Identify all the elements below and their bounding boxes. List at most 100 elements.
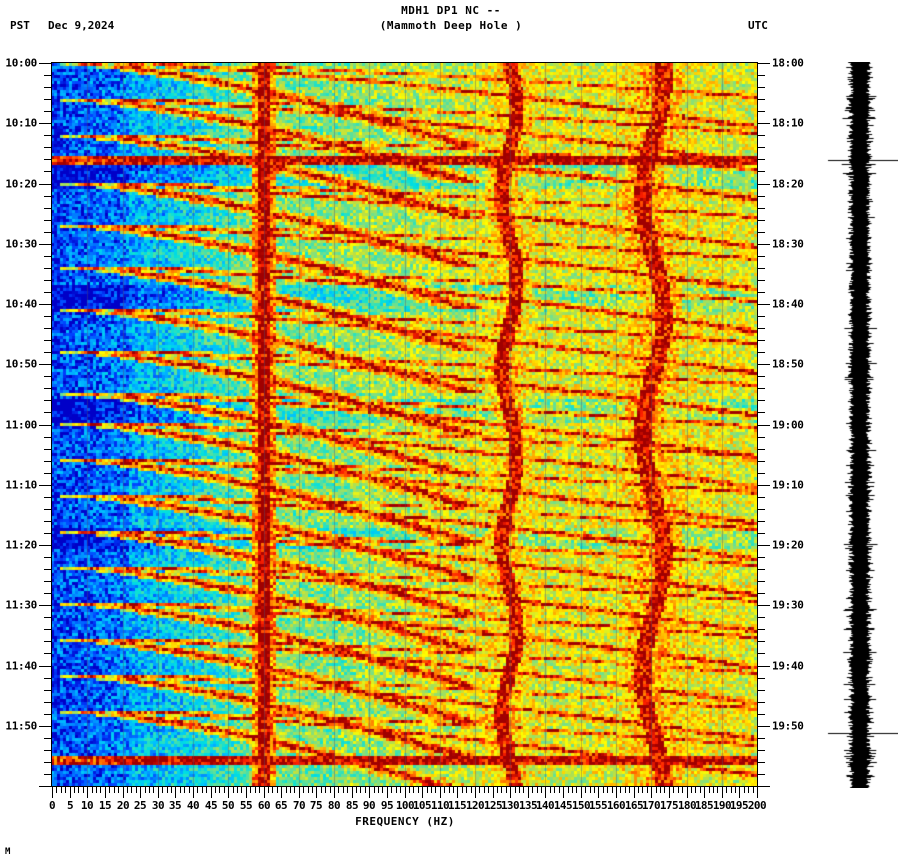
- right-axis-minor-tick: [758, 340, 765, 341]
- frequency-minor-tick: [590, 787, 591, 793]
- frequency-tick-label: 185: [694, 799, 714, 812]
- frequency-tick-label: 55: [239, 799, 253, 812]
- spectrogram-plot[interactable]: [51, 62, 758, 787]
- frequency-minor-tick: [550, 787, 551, 793]
- seismogram-trace-panel: [820, 62, 898, 788]
- right-axis-time-label: 19:00: [772, 418, 804, 432]
- left-axis-time-label: 11:50: [5, 719, 37, 733]
- right-axis-minor-tick: [758, 376, 765, 377]
- frequency-minor-tick: [717, 787, 718, 793]
- frequency-minor-tick: [167, 787, 168, 793]
- frequency-major-tick: [687, 787, 688, 798]
- left-axis-minor-tick: [44, 449, 51, 450]
- right-axis-minor-tick: [758, 268, 765, 269]
- frequency-tick-label: 200: [747, 799, 767, 812]
- right-axis-minor-tick: [758, 641, 765, 642]
- frequency-minor-tick: [541, 787, 542, 793]
- frequency-minor-tick: [118, 787, 119, 793]
- frequency-minor-tick: [647, 787, 648, 793]
- frequency-tick-label: 70: [292, 799, 306, 812]
- frequency-tick-label: 170: [641, 799, 661, 812]
- frequency-axis: FREQUENCY (HZ) 0 5 10 15 20 25 30 35 40 45 50 55 60 6…: [48, 787, 767, 833]
- right-axis-minor-tick: [758, 412, 765, 413]
- left-axis-minor-tick: [44, 316, 51, 317]
- right-axis-major-tick: [758, 605, 770, 606]
- left-axis-minor-tick: [44, 497, 51, 498]
- frequency-minor-tick: [325, 787, 326, 793]
- frequency-tick-label: 190: [712, 799, 732, 812]
- left-axis-minor-tick: [44, 75, 51, 76]
- frequency-minor-tick: [96, 787, 97, 793]
- left-axis-minor-tick: [44, 762, 51, 763]
- left-axis-minor-tick: [44, 220, 51, 221]
- left-axis-minor-tick: [44, 111, 51, 112]
- right-axis-minor-tick: [758, 581, 765, 582]
- left-axis-minor-tick: [44, 750, 51, 751]
- frequency-minor-tick: [78, 787, 79, 793]
- right-axis-minor-tick: [758, 702, 765, 703]
- left-axis-major-tick: [39, 666, 51, 667]
- right-axis-minor-tick: [758, 437, 765, 438]
- frequency-minor-tick: [391, 787, 392, 793]
- frequency-tick-label: 0: [48, 799, 56, 812]
- frequency-minor-tick: [145, 787, 146, 793]
- frequency-minor-tick: [202, 787, 203, 793]
- frequency-tick-label: 25: [133, 799, 147, 812]
- frequency-tick-label: 60: [257, 799, 271, 812]
- frequency-minor-tick: [224, 787, 225, 793]
- frequency-minor-tick: [250, 787, 251, 793]
- frequency-minor-tick: [466, 787, 467, 793]
- right-axis-minor-tick: [758, 449, 765, 450]
- frequency-minor-tick: [537, 787, 538, 793]
- frequency-minor-tick: [594, 787, 595, 793]
- left-axis-minor-tick: [44, 509, 51, 510]
- frequency-major-tick: [175, 787, 176, 798]
- frequency-tick-label: 120: [465, 799, 485, 812]
- right-axis-time-label: 18:40: [772, 297, 804, 311]
- frequency-major-tick: [475, 787, 476, 798]
- left-axis-minor-tick: [44, 521, 51, 522]
- frequency-major-tick: [669, 787, 670, 798]
- left-axis-minor-tick: [44, 232, 51, 233]
- right-axis-time-label: 19:10: [772, 478, 804, 492]
- frequency-tick-label: 35: [168, 799, 182, 812]
- left-axis-minor-tick: [44, 437, 51, 438]
- frequency-minor-tick: [642, 787, 643, 793]
- right-axis-major-tick: [758, 123, 770, 124]
- frequency-tick-label: 155: [588, 799, 608, 812]
- right-axis-time-label: 18:20: [772, 177, 804, 191]
- frequency-major-tick: [281, 787, 282, 798]
- right-axis-minor-tick: [758, 99, 765, 100]
- frequency-minor-tick: [303, 787, 304, 793]
- frequency-tick-label: 160: [606, 799, 626, 812]
- left-axis-minor-tick: [44, 99, 51, 100]
- frequency-minor-tick: [413, 787, 414, 793]
- frequency-major-tick: [563, 787, 564, 798]
- right-axis-minor-tick: [758, 400, 765, 401]
- left-axis-minor-tick: [44, 352, 51, 353]
- right-axis-minor-tick: [758, 497, 765, 498]
- frequency-tick-label: 150: [571, 799, 591, 812]
- frequency-major-tick: [739, 787, 740, 798]
- frequency-minor-tick: [233, 787, 234, 793]
- left-axis-major-tick: [39, 605, 51, 606]
- right-axis-minor-tick: [758, 147, 765, 148]
- frequency-minor-tick: [682, 787, 683, 793]
- frequency-major-tick: [123, 787, 124, 798]
- left-axis-time-label: 10:50: [5, 357, 37, 371]
- right-axis-time-label: 19:50: [772, 719, 804, 733]
- right-axis-minor-tick: [758, 569, 765, 570]
- frequency-minor-tick: [488, 787, 489, 793]
- right-axis-time-label: 19:40: [772, 659, 804, 673]
- left-axis-minor-tick: [44, 714, 51, 715]
- right-axis-time-label: 18:30: [772, 237, 804, 251]
- frequency-minor-tick: [255, 787, 256, 793]
- right-axis-minor-tick: [758, 388, 765, 389]
- right-axis-minor-tick: [758, 159, 765, 160]
- frequency-minor-tick: [100, 787, 101, 793]
- left-axis-time-label: 11:00: [5, 418, 37, 432]
- frequency-minor-tick: [74, 787, 75, 793]
- left-axis-minor-tick: [44, 774, 51, 775]
- frequency-minor-tick: [568, 787, 569, 793]
- right-axis-time-label: 18:10: [772, 116, 804, 130]
